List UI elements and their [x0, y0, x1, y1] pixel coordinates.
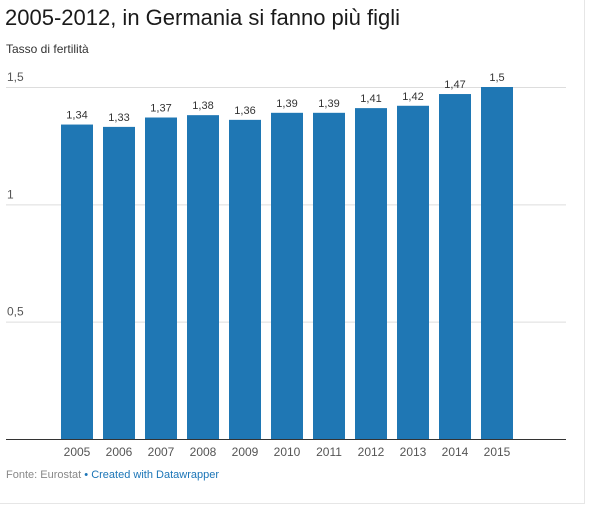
x-tick-label: 2011 — [316, 445, 342, 459]
bar-value-label: 1,38 — [192, 100, 213, 112]
source-note: Fonte: Eurostat — [6, 469, 82, 481]
bar-value-label: 1,39 — [318, 98, 339, 110]
y-tick-label: 1,5 — [7, 70, 24, 84]
footer-separator: • — [84, 469, 89, 481]
bar — [481, 87, 513, 439]
bar — [271, 112, 303, 440]
bar-value-label: 1,42 — [402, 91, 423, 103]
y-axis-label: Tasso di fertilità — [6, 42, 89, 56]
x-tick-label: 2007 — [148, 445, 175, 459]
chart-title: 2005-2012, in Germania si fanno più figl… — [5, 5, 401, 30]
bar — [61, 124, 93, 440]
datawrapper-credit-link[interactable]: Created with Datawrapper — [91, 469, 219, 481]
x-tick-label: 2015 — [484, 445, 511, 459]
y-tick-label: 0,5 — [7, 305, 24, 319]
bar — [145, 117, 177, 440]
bar — [229, 119, 261, 439]
bar — [397, 105, 429, 440]
bar-value-label: 1,47 — [444, 79, 465, 91]
bar-value-label: 1,41 — [360, 93, 381, 105]
x-tick-label: 2014 — [442, 445, 469, 459]
bar — [187, 115, 219, 439]
x-tick-label: 2012 — [358, 445, 385, 459]
bar — [313, 112, 345, 440]
x-tick-label: 2013 — [400, 445, 427, 459]
bar — [103, 126, 135, 439]
x-tick-label: 2006 — [106, 445, 133, 459]
x-tick-label: 2005 — [64, 445, 91, 459]
bar — [355, 108, 387, 440]
chart-frame — [0, 0, 585, 504]
x-tick-label: 2010 — [274, 445, 301, 459]
bar-value-label: 1,33 — [108, 112, 129, 124]
chart-footer: Fonte: Eurostat • Created with Datawrapp… — [6, 469, 219, 481]
x-tick-label: 2009 — [232, 445, 259, 459]
y-tick-label: 1 — [7, 187, 14, 201]
bar-value-label: 1,34 — [66, 110, 87, 122]
bar-value-label: 1,5 — [489, 72, 504, 84]
bar-chart: 0,5 1 1,5 1,34 2005 1,33 2006 1,37 2007 1,38 2008 1… — [6, 70, 566, 459]
x-tick-label: 2008 — [190, 445, 217, 459]
bar — [439, 94, 471, 439]
bar-value-label: 1,39 — [276, 98, 297, 110]
bar-value-label: 1,36 — [234, 105, 255, 117]
bar-value-label: 1,37 — [150, 103, 171, 115]
